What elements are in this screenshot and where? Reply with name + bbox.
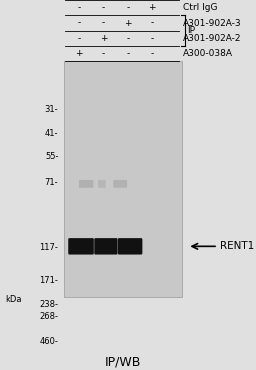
FancyBboxPatch shape xyxy=(118,238,142,255)
Text: 31-: 31- xyxy=(45,105,58,114)
Text: Ctrl IgG: Ctrl IgG xyxy=(183,3,217,12)
Text: 71-: 71- xyxy=(45,178,58,187)
Text: 41-: 41- xyxy=(45,129,58,138)
Text: RENT1: RENT1 xyxy=(220,241,254,251)
Text: 55-: 55- xyxy=(45,151,58,161)
Text: -: - xyxy=(102,49,105,58)
FancyBboxPatch shape xyxy=(68,238,94,255)
FancyBboxPatch shape xyxy=(113,180,127,188)
Text: -: - xyxy=(151,49,154,58)
Text: 171-: 171- xyxy=(39,276,58,286)
Text: kDa: kDa xyxy=(5,295,22,304)
Text: A300-038A: A300-038A xyxy=(183,49,233,58)
Text: 268-: 268- xyxy=(39,312,58,321)
FancyBboxPatch shape xyxy=(64,61,182,297)
Text: -: - xyxy=(77,18,80,27)
Text: -: - xyxy=(126,49,130,58)
Text: IP/WB: IP/WB xyxy=(105,356,141,369)
Text: -: - xyxy=(102,3,105,12)
Text: +: + xyxy=(148,3,156,12)
Text: -: - xyxy=(77,34,80,43)
Text: 460-: 460- xyxy=(39,337,58,346)
Text: +: + xyxy=(100,34,108,43)
Text: +: + xyxy=(124,18,132,27)
Text: A301-902A-2: A301-902A-2 xyxy=(183,34,241,43)
Text: -: - xyxy=(126,3,130,12)
Text: -: - xyxy=(77,3,80,12)
Text: +: + xyxy=(75,49,82,58)
Text: -: - xyxy=(126,34,130,43)
FancyBboxPatch shape xyxy=(98,180,106,188)
Text: IP: IP xyxy=(187,26,195,35)
Text: -: - xyxy=(151,34,154,43)
Text: 117-: 117- xyxy=(39,243,58,252)
Text: -: - xyxy=(151,18,154,27)
Text: -: - xyxy=(102,18,105,27)
Text: 238-: 238- xyxy=(39,300,58,309)
Text: A301-902A-3: A301-902A-3 xyxy=(183,18,241,27)
FancyBboxPatch shape xyxy=(79,180,93,188)
FancyBboxPatch shape xyxy=(94,238,118,255)
